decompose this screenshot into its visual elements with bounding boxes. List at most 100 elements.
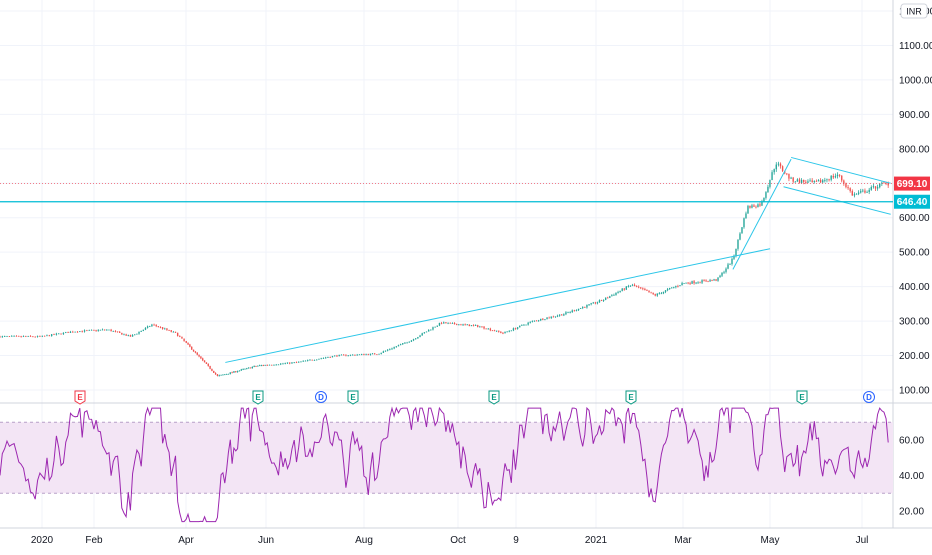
candle-body[interactable] — [222, 374, 224, 376]
candle-body[interactable] — [575, 310, 578, 312]
candle-body[interactable] — [703, 280, 705, 281]
candle-body[interactable] — [788, 173, 790, 179]
candle-body[interactable] — [427, 329, 430, 332]
candle-body[interactable] — [300, 361, 302, 363]
candle-body[interactable] — [691, 281, 693, 284]
candle-body[interactable] — [170, 330, 172, 332]
candle-body[interactable] — [558, 314, 561, 316]
candle-body[interactable] — [432, 327, 434, 330]
candle-body[interactable] — [349, 354, 352, 356]
candle-body[interactable] — [202, 358, 204, 361]
candle-body[interactable] — [841, 175, 843, 181]
candle-body[interactable] — [253, 366, 255, 367]
candle-body[interactable] — [62, 332, 65, 335]
candle-body[interactable] — [631, 284, 634, 286]
candle-body[interactable] — [159, 327, 162, 328]
candle-body[interactable] — [181, 336, 183, 339]
candle-body[interactable] — [602, 299, 605, 301]
candle-body[interactable] — [828, 179, 830, 181]
candle-body[interactable] — [671, 287, 673, 289]
candle-body[interactable] — [27, 335, 29, 337]
candle-body[interactable] — [638, 286, 640, 288]
candle-body[interactable] — [843, 180, 845, 184]
candle-body[interactable] — [172, 331, 175, 333]
candle-body[interactable] — [46, 335, 48, 337]
candle-body[interactable] — [144, 327, 147, 330]
candle-body[interactable] — [849, 188, 851, 192]
candle-body[interactable] — [491, 330, 494, 332]
candle-body[interactable] — [617, 292, 619, 293]
candle-body[interactable] — [771, 172, 773, 181]
candle-body[interactable] — [483, 326, 485, 329]
candle-body[interactable] — [189, 344, 191, 347]
candle-body[interactable] — [679, 285, 681, 287]
candle-body[interactable] — [258, 365, 261, 367]
candle-body[interactable] — [395, 346, 398, 348]
candle-body[interactable] — [79, 331, 81, 333]
candle-body[interactable] — [664, 290, 667, 292]
candle-body[interactable] — [298, 361, 300, 363]
earnings-marker[interactable]: E — [488, 390, 500, 405]
candle-body[interactable] — [611, 295, 613, 297]
candle-body[interactable] — [161, 327, 164, 329]
candle-body[interactable] — [719, 275, 721, 278]
candle-body[interactable] — [260, 365, 263, 367]
candle-body[interactable] — [74, 331, 76, 333]
candle-body[interactable] — [134, 334, 136, 336]
candle-body[interactable] — [367, 354, 369, 356]
candle-body[interactable] — [242, 369, 244, 370]
candle-body[interactable] — [318, 358, 320, 360]
candle-body[interactable] — [15, 335, 18, 337]
candle-body[interactable] — [198, 354, 200, 357]
candle-body[interactable] — [282, 363, 284, 365]
candle-body[interactable] — [194, 351, 197, 353]
candle-body[interactable] — [598, 300, 601, 303]
candle-body[interactable] — [176, 332, 179, 337]
candle-body[interactable] — [477, 325, 479, 327]
candle-body[interactable] — [108, 329, 110, 331]
candle-body[interactable] — [277, 364, 280, 366]
candle-body[interactable] — [579, 308, 582, 309]
candle-body[interactable] — [404, 342, 406, 344]
candle-body[interactable] — [571, 310, 573, 313]
candle-body[interactable] — [548, 317, 550, 319]
candle-body[interactable] — [573, 310, 576, 312]
candle-body[interactable] — [537, 320, 540, 322]
candle-body[interactable] — [613, 294, 615, 296]
candle-body[interactable] — [363, 354, 365, 355]
candle-body[interactable] — [203, 360, 206, 363]
candle-body[interactable] — [512, 328, 515, 331]
candle-body[interactable] — [32, 336, 34, 338]
candle-body[interactable] — [121, 332, 123, 335]
candle-body[interactable] — [360, 354, 363, 355]
candle-body[interactable] — [544, 319, 546, 321]
candle-body[interactable] — [307, 360, 309, 361]
candle-body[interactable] — [72, 331, 74, 333]
candle-body[interactable] — [207, 363, 209, 366]
candle-body[interactable] — [419, 335, 421, 338]
candle-body[interactable] — [233, 371, 235, 373]
candle-body[interactable] — [434, 326, 436, 328]
candle-body[interactable] — [275, 364, 277, 366]
candle-body[interactable] — [247, 367, 250, 369]
candle-body[interactable] — [743, 218, 745, 228]
candle-body[interactable] — [110, 329, 112, 332]
candle-body[interactable] — [707, 281, 709, 283]
candle-body[interactable] — [755, 206, 757, 208]
candle-body[interactable] — [408, 341, 410, 343]
candle-body[interactable] — [196, 352, 198, 355]
candle-body[interactable] — [666, 289, 669, 291]
candle-body[interactable] — [529, 321, 531, 323]
candle-body[interactable] — [3, 336, 6, 337]
candle-body[interactable] — [421, 333, 423, 336]
earnings-marker[interactable]: E — [625, 390, 637, 405]
candle-body[interactable] — [238, 370, 241, 372]
candle-body[interactable] — [293, 362, 295, 364]
candle-body[interactable] — [311, 359, 313, 361]
candle-body[interactable] — [205, 362, 208, 364]
candle-body[interactable] — [340, 354, 343, 356]
candle-body[interactable] — [586, 305, 588, 308]
candle-body[interactable] — [213, 370, 215, 373]
candle-body[interactable] — [240, 369, 242, 371]
candle-body[interactable] — [183, 338, 185, 342]
